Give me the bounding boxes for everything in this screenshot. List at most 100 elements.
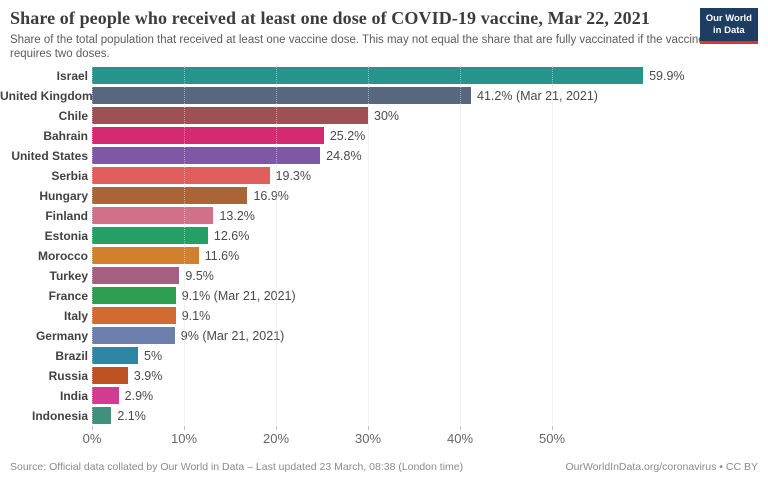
- chart-subtitle: Share of the total population that recei…: [10, 34, 705, 61]
- value-label-hungary: 16.9%: [253, 188, 289, 203]
- bar-estonia[interactable]: [92, 227, 208, 245]
- bar-area: 11.6%: [92, 247, 768, 265]
- country-label-france: France: [48, 288, 88, 303]
- country-label-israel: Israel: [56, 68, 88, 83]
- bar-area: 5%: [92, 347, 768, 365]
- bar-area: 13.2%: [92, 207, 768, 225]
- bar-turkey[interactable]: [92, 267, 180, 285]
- x-tick-label: 20%: [262, 430, 290, 446]
- country-label-united-kingdom: United Kingdom: [0, 88, 93, 103]
- bar-area: 12.6%: [92, 227, 768, 245]
- owid-logo-line1: Our World: [705, 13, 752, 24]
- bar-italy[interactable]: [92, 307, 176, 325]
- country-label-indonesia: Indonesia: [31, 408, 88, 423]
- bar-area: 41.2% (Mar 21, 2021): [92, 87, 768, 105]
- bar-row-india: India 2.9%: [0, 386, 768, 406]
- bar-bahrain[interactable]: [92, 127, 324, 145]
- bar-united-kingdom[interactable]: [92, 87, 472, 105]
- bar-finland[interactable]: [92, 207, 214, 225]
- value-label-chile: 30%: [374, 108, 400, 123]
- bar-row-chile: Chile 30%: [0, 106, 768, 126]
- value-label-israel: 59.9%: [649, 68, 685, 83]
- bar-area: 9.5%: [92, 267, 768, 285]
- bar-row-israel: Israel 59.9%: [0, 66, 768, 86]
- country-label-germany: Germany: [35, 328, 88, 343]
- bar-serbia[interactable]: [92, 167, 270, 185]
- country-label-united-states: United States: [11, 148, 88, 163]
- bar-area: 3.9%: [92, 367, 768, 385]
- bar-morocco[interactable]: [92, 247, 199, 265]
- x-tickmark: [460, 425, 461, 430]
- x-tickmark: [368, 425, 369, 430]
- x-tick-label: 30%: [354, 430, 382, 446]
- value-label-united-kingdom: 41.2% (Mar 21, 2021): [477, 88, 598, 103]
- country-label-russia: Russia: [48, 368, 88, 383]
- country-label-finland: Finland: [45, 208, 88, 223]
- x-tick-label: 0%: [82, 430, 102, 446]
- value-label-brazil: 5%: [144, 348, 163, 363]
- bar-area: 9.1% (Mar 21, 2021): [92, 287, 768, 305]
- bar-rows: Israel 59.9% United Kingdom 41.2% (Mar 21, …: [0, 66, 768, 426]
- bar-row-germany: Germany 9% (Mar 21, 2021): [0, 326, 768, 346]
- bar-united-states[interactable]: [92, 147, 321, 165]
- bar-hungary[interactable]: [92, 187, 248, 205]
- bar-row-bahrain: Bahrain 25.2%: [0, 126, 768, 146]
- bar-chart: Israel 59.9% United Kingdom 41.2% (Mar 21, …: [0, 65, 768, 426]
- bar-indonesia[interactable]: [92, 407, 112, 425]
- bar-russia[interactable]: [92, 367, 128, 385]
- value-label-finland: 13.2%: [219, 208, 255, 223]
- bar-row-serbia: Serbia 19.3%: [0, 166, 768, 186]
- country-label-india: India: [59, 388, 88, 403]
- bar-area: 30%: [92, 107, 768, 125]
- bar-row-turkey: Turkey 9.5%: [0, 266, 768, 286]
- bar-row-brazil: Brazil 5%: [0, 346, 768, 366]
- value-label-france: 9.1% (Mar 21, 2021): [181, 288, 296, 303]
- bar-row-finland: Finland 13.2%: [0, 206, 768, 226]
- bar-area: 9.1%: [92, 307, 768, 325]
- x-tickmark: [92, 425, 93, 430]
- value-label-united-states: 24.8%: [326, 148, 362, 163]
- bar-france[interactable]: [92, 287, 176, 305]
- bar-row-indonesia: Indonesia 2.1%: [0, 406, 768, 426]
- bar-row-italy: Italy 9.1%: [0, 306, 768, 326]
- country-label-chile: Chile: [58, 108, 88, 123]
- bar-row-france: France 9.1% (Mar 21, 2021): [0, 286, 768, 306]
- bar-chile[interactable]: [92, 107, 368, 125]
- bar-row-morocco: Morocco 11.6%: [0, 246, 768, 266]
- source-note: Source: Official data collated by Our Wo…: [10, 460, 464, 473]
- bar-row-russia: Russia 3.9%: [0, 366, 768, 386]
- bar-row-estonia: Estonia 12.6%: [0, 226, 768, 246]
- value-label-morocco: 11.6%: [204, 248, 240, 263]
- bar-germany[interactable]: [92, 327, 175, 345]
- value-label-turkey: 9.5%: [185, 268, 214, 283]
- bar-india[interactable]: [92, 387, 119, 405]
- x-axis: 0% 10% 20% 30% 40% 50%: [83, 425, 768, 448]
- chart-footer: Source: Official data collated by Our Wo…: [0, 461, 768, 473]
- country-label-bahrain: Bahrain: [43, 128, 88, 143]
- country-label-hungary: Hungary: [39, 188, 88, 203]
- owid-link[interactable]: OurWorldInData.org/coronavirus • CC BY: [565, 460, 758, 473]
- x-tickmark: [552, 425, 553, 430]
- value-label-estonia: 12.6%: [213, 228, 250, 243]
- value-label-indonesia: 2.1%: [117, 408, 146, 423]
- x-tick-label: 10%: [170, 430, 198, 446]
- bar-area: 24.8%: [92, 147, 768, 165]
- bar-israel[interactable]: [92, 67, 644, 85]
- x-tick-label: 50%: [538, 430, 566, 446]
- country-label-italy: Italy: [63, 308, 88, 323]
- country-label-serbia: Serbia: [51, 168, 88, 183]
- value-label-serbia: 19.3%: [275, 168, 311, 183]
- country-label-brazil: Brazil: [55, 348, 88, 363]
- country-label-turkey: Turkey: [49, 268, 88, 283]
- bar-row-united-kingdom: United Kingdom 41.2% (Mar 21, 2021): [0, 86, 768, 106]
- x-tick-label: 40%: [446, 430, 474, 446]
- country-label-morocco: Morocco: [37, 248, 88, 263]
- country-label-estonia: Estonia: [44, 228, 88, 243]
- bar-brazil[interactable]: [92, 347, 138, 365]
- bar-area: 25.2%: [92, 127, 768, 145]
- chart-title: Share of people who received at least on…: [10, 8, 650, 28]
- value-label-russia: 3.9%: [133, 368, 163, 383]
- bar-area: 16.9%: [92, 187, 768, 205]
- owid-logo[interactable]: Our World in Data: [699, 8, 758, 44]
- owid-logo-line2: in Data: [713, 24, 745, 36]
